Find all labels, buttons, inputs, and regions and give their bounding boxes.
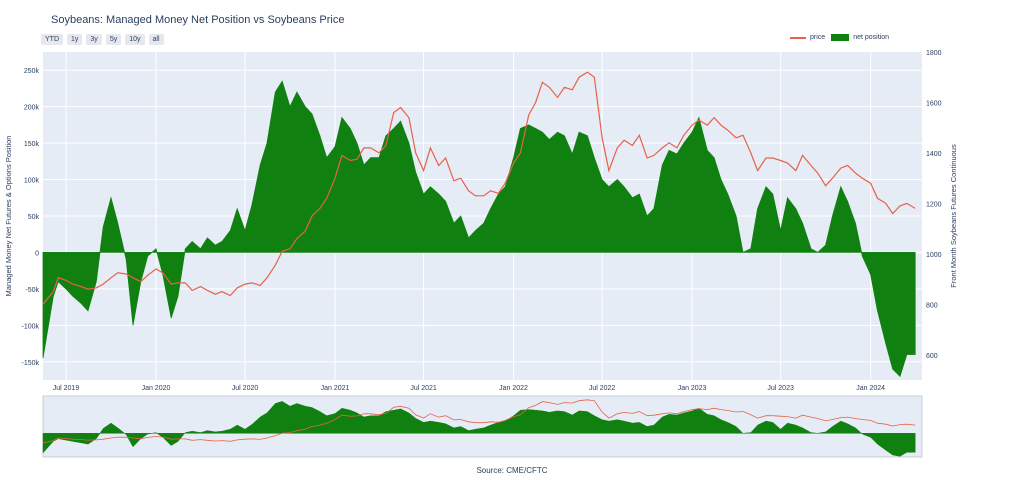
y-tick-label: 150k — [24, 141, 40, 148]
y-tick-label: 50k — [28, 214, 40, 221]
legend-item-price[interactable]: price — [790, 34, 825, 41]
range-button-5y[interactable]: 5y — [105, 34, 122, 45]
range-slider[interactable] — [42, 395, 923, 458]
range-selector: YTD 1y 3y 5y 10y all — [41, 34, 164, 45]
x-tick-label: Jul 2019 — [53, 385, 80, 392]
legend: price net position — [790, 34, 889, 41]
y-tick-label: 250k — [24, 68, 40, 75]
x-tick-label: Jul 2023 — [767, 385, 794, 392]
range-button-all[interactable]: all — [148, 34, 164, 45]
range-button-3y[interactable]: 3y — [86, 34, 102, 45]
y2-tick-label: 1000 — [926, 252, 942, 259]
legend-item-net-position[interactable]: net position — [831, 34, 889, 41]
legend-swatch-price — [790, 36, 806, 39]
range-slider-price-line — [42, 399, 916, 444]
x-tick-label: Jul 2022 — [589, 385, 616, 392]
y2-tick-label: 1400 — [926, 151, 942, 158]
y-tick-label: -150k — [21, 360, 39, 367]
x-axis: Jul 2019 Jan 2020 Jul 2020 Jan 2021 Jul 2021… — [53, 385, 885, 392]
legend-swatch-net-position — [831, 34, 850, 41]
chart-title: Soybeans: Managed Money Net Position vs … — [51, 14, 345, 26]
net-position-area — [42, 80, 916, 378]
y2-tick-label: 1800 — [926, 50, 942, 57]
x-tick-label: Jan 2024 — [856, 385, 885, 392]
y-axis-title: Managed Money Net Futures & Options Posi… — [4, 136, 13, 297]
x-tick-label: Jul 2021 — [410, 385, 437, 392]
y2-tick-label: 1600 — [926, 100, 942, 107]
y2-axis-title: Front Month Soybeans Futures Continuous — [949, 144, 958, 288]
range-slider-net-position-area — [42, 401, 916, 457]
range-button-ytd[interactable]: YTD — [41, 34, 63, 45]
y-tick-label: -50k — [25, 287, 39, 294]
net-position-area-layer — [42, 80, 916, 378]
x-tick-label: Jan 2021 — [321, 385, 350, 392]
y-axis-left: -150k -100k -50k 0 50k 100k 150k 200k 250k — [21, 68, 39, 367]
y-axis-right: 600 800 1000 1200 1400 1600 1800 — [926, 50, 942, 360]
x-tick-label: Jul 2020 — [232, 385, 259, 392]
price-line — [42, 71, 916, 305]
x-tick-label: Jan 2023 — [678, 385, 707, 392]
y2-tick-label: 800 — [926, 302, 938, 309]
y-tick-label: -100k — [21, 323, 39, 330]
x-tick-label: Jan 2022 — [499, 385, 528, 392]
y-tick-label: 100k — [24, 178, 40, 185]
y-tick-label: 200k — [24, 105, 40, 112]
y-tick-label: 0 — [35, 250, 39, 257]
y2-tick-label: 1200 — [926, 201, 942, 208]
legend-label-net-position: net position — [853, 34, 889, 41]
legend-label-price: price — [810, 34, 826, 41]
x-tick-label: Jan 2020 — [142, 385, 171, 392]
range-button-1y[interactable]: 1y — [67, 34, 83, 45]
price-line-layer — [42, 71, 916, 305]
range-button-10y[interactable]: 10y — [125, 34, 145, 45]
y2-tick-label: 600 — [926, 353, 938, 360]
source-note: Source: CME/CFTC — [476, 466, 548, 475]
